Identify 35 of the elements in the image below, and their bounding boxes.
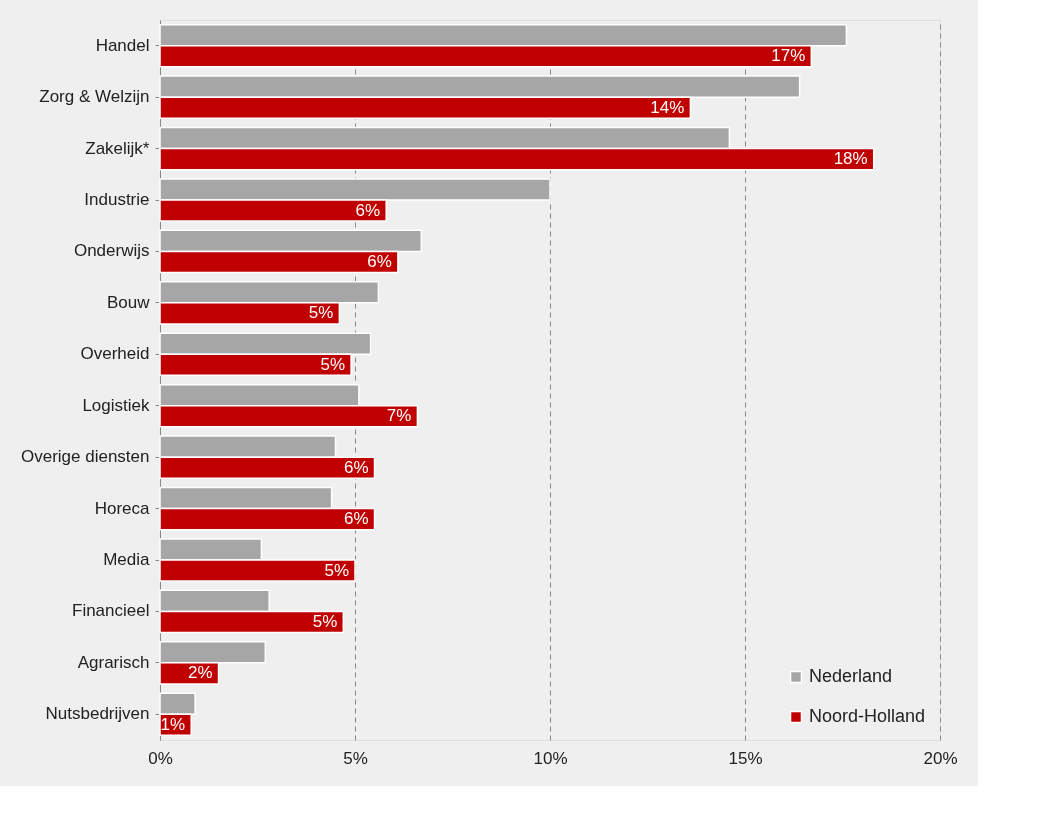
x-tick-label: 20% [923, 748, 958, 768]
data-label: 6% [355, 200, 381, 220]
y-tick-label: Horeca [94, 498, 151, 518]
x-tick-label: 5% [343, 748, 368, 768]
data-label: 5% [320, 354, 346, 374]
data-label: 1% [160, 714, 186, 734]
y-tick-label: Agrarisch [77, 652, 150, 672]
data-label: 14% [650, 97, 685, 117]
data-label: 5% [308, 303, 334, 323]
y-tick-label: Nutsbedrijven [45, 704, 150, 724]
legend-label: Nederland [809, 666, 893, 686]
y-tick-label: Industrie [84, 190, 150, 209]
x-tick-label: 10% [533, 748, 568, 768]
data-label: 7% [386, 406, 412, 426]
y-tick-label: Overheid [80, 344, 150, 364]
data-label: 6% [367, 251, 392, 271]
data-label: 5% [312, 611, 338, 631]
y-tick-label: Bouw [106, 292, 151, 312]
data-label: 6% [343, 509, 369, 529]
data-label: 5% [324, 560, 349, 580]
data-label: 18% [833, 149, 868, 169]
x-tick-label: 0% [148, 748, 173, 768]
data-label: 17% [771, 46, 806, 66]
y-tick-label: Zorg & Welzijn [39, 87, 150, 107]
data-label: 6% [343, 457, 369, 477]
y-tick-label: Overige diensten [20, 447, 150, 467]
y-tick-label: Logistiek [82, 395, 150, 415]
x-tick-label: 15% [728, 748, 763, 768]
y-tick-label: Media [103, 550, 151, 569]
y-tick-label: Zakelijk* [85, 138, 150, 158]
data-label: 2% [187, 663, 213, 683]
legend-label: Noord-Holland [809, 706, 926, 726]
y-tick-label: Handel [95, 35, 150, 55]
y-tick-label: Onderwijs [73, 241, 150, 261]
y-tick-label: Financieel [72, 601, 150, 621]
